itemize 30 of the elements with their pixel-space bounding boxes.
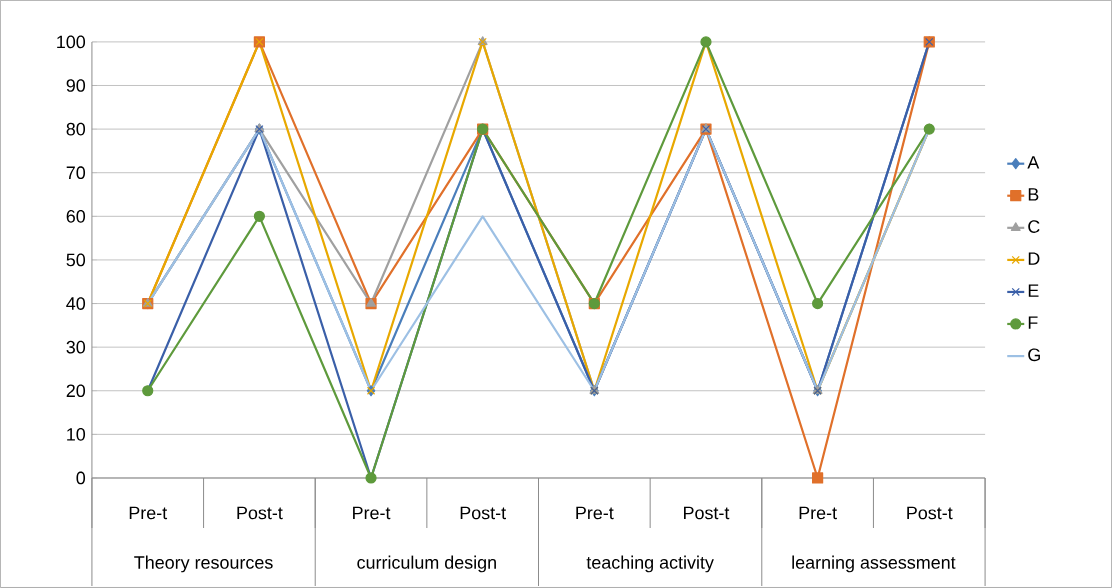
x-tick-label: Post-t: [460, 506, 506, 520]
legend-label: D: [1028, 252, 1040, 265]
x-tick-label: Pre-t: [799, 506, 837, 520]
y-tick-label: 80: [66, 122, 86, 136]
x-tick-label: Post-t: [907, 506, 953, 520]
legend-label: A: [1027, 156, 1040, 169]
text: Theory resources: [134, 555, 273, 573]
y-tick-label: 60: [66, 210, 86, 223]
y-tick-label: 30: [66, 340, 86, 354]
x-tick-label: Pre-t: [129, 506, 168, 520]
legend-label: B: [1028, 188, 1039, 201]
text: curriculum design: [357, 555, 496, 573]
y-tick-label: 0: [76, 471, 86, 485]
x-tick-label: Pre-t: [576, 506, 614, 520]
legend-label: E: [1028, 284, 1039, 297]
y-tick-label: 70: [66, 166, 86, 180]
text: teaching activity: [586, 555, 714, 573]
y-tick-label: 90: [66, 79, 86, 92]
y-tick-label: 20: [66, 384, 86, 398]
x-tick-label: Post-t: [237, 506, 283, 520]
text: learning assessment: [792, 555, 956, 573]
x-tick-label: Post-t: [684, 506, 730, 520]
legend-label: F: [1028, 316, 1038, 329]
y-tick-label: 10: [67, 428, 86, 441]
y-tick-label: 40: [66, 297, 86, 310]
y-tick-label: 50: [66, 253, 86, 267]
x-tick-label: Pre-t: [353, 506, 391, 520]
y-tick-label: 100: [57, 35, 86, 49]
legend-label: G: [1028, 348, 1040, 362]
legend-label: C: [1028, 220, 1040, 233]
